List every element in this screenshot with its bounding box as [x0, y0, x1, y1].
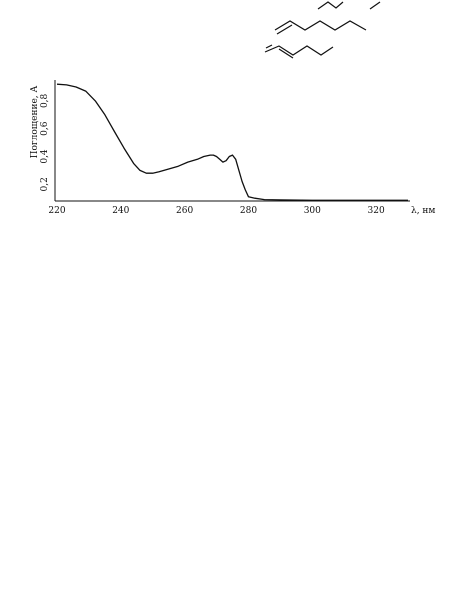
- x-tick-label: 240: [112, 206, 129, 216]
- x-tick-label: 300: [304, 206, 321, 216]
- y-tick-label: 0,2: [40, 177, 50, 191]
- x-axis-title: λ, нм: [411, 206, 435, 216]
- structure-fragment-top: [317, 1, 381, 10]
- x-tick-label: 260: [176, 206, 193, 216]
- absorption-spectrum-line: [56, 83, 408, 201]
- y-tick-labels: 0,2 0,4 0,6 0,8: [40, 93, 50, 191]
- x-tick-label: 220: [48, 206, 65, 216]
- y-tick-label: 0,8: [40, 93, 50, 108]
- y-tick-label: 0,6: [40, 121, 50, 136]
- y-axis-title: Поглощение, А: [30, 85, 40, 158]
- y-tick-label: 0,4: [40, 149, 50, 164]
- x-tick-label: 280: [240, 206, 257, 216]
- x-tick-labels: 220 240 260 280 300 320: [48, 206, 385, 216]
- structure-short-chain: [264, 44, 334, 59]
- structure-long-chain: [274, 20, 367, 35]
- x-tick-label: 320: [368, 206, 385, 216]
